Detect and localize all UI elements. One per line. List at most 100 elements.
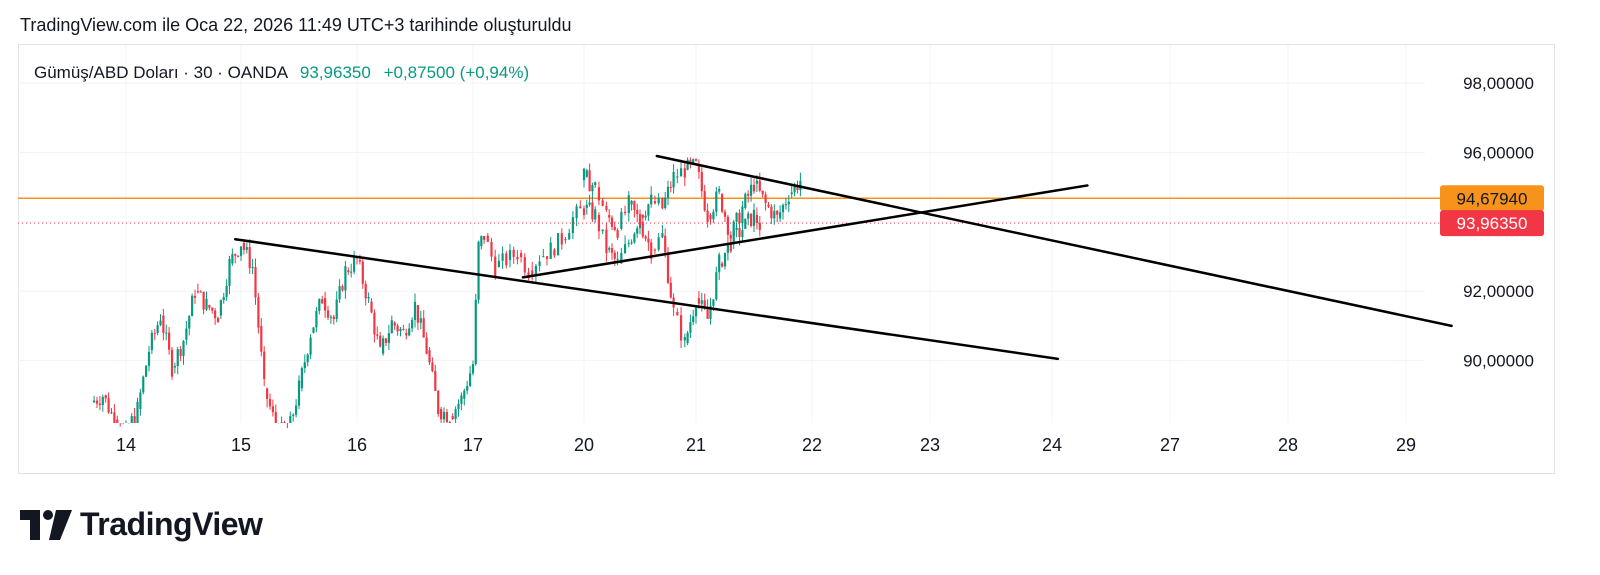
candle-body — [367, 296, 370, 299]
candle-body — [405, 332, 408, 336]
x-tick-label: 16 — [347, 435, 367, 455]
candle-body — [553, 249, 556, 256]
candle-body — [440, 409, 443, 420]
candle-body — [718, 254, 721, 273]
candle-body — [303, 362, 306, 369]
candle-body — [744, 193, 747, 208]
x-tick-label: 29 — [1396, 435, 1416, 455]
candle-body — [95, 400, 99, 404]
candle-body — [664, 197, 667, 208]
candle-body — [156, 325, 159, 333]
candle-body — [384, 338, 388, 343]
candle-body — [185, 328, 188, 340]
candle-body — [483, 236, 486, 240]
candle-body — [300, 368, 303, 389]
candle-body — [735, 227, 738, 231]
symbol-name[interactable]: Gümüş/ABD Doları · 30 · OANDA — [34, 63, 288, 82]
candle-body — [732, 230, 735, 243]
candle-body — [104, 395, 107, 399]
trendline-1 — [234, 237, 1060, 361]
candle-body — [326, 310, 330, 318]
candle-body — [633, 233, 636, 243]
candle-body — [373, 312, 376, 335]
candle-body — [697, 166, 700, 172]
x-tick-label: 17 — [463, 435, 483, 455]
candle-body — [758, 222, 761, 230]
candle-body — [248, 247, 251, 269]
candle-body — [150, 332, 153, 351]
candle-body — [767, 204, 770, 207]
candle-body — [312, 327, 315, 333]
candle-body — [254, 266, 257, 298]
candle-body — [422, 318, 425, 338]
candle-body — [610, 248, 614, 253]
candle-body — [781, 204, 785, 213]
candle-body — [315, 310, 318, 328]
candle-body — [601, 229, 604, 232]
candle-body — [130, 416, 133, 423]
candle-body — [641, 221, 644, 237]
candle-body — [653, 201, 657, 204]
candle-body — [650, 194, 653, 205]
candle-body — [650, 242, 653, 259]
candle-body — [370, 301, 373, 313]
candle-body — [283, 422, 286, 423]
candle-body — [545, 256, 549, 259]
candle-body — [139, 392, 142, 410]
candle-body — [153, 332, 156, 334]
last-price-text: 93,96350 — [299, 63, 371, 82]
candle-body — [703, 300, 706, 308]
candle-body — [752, 184, 756, 192]
candle-body — [110, 412, 113, 414]
candle-body — [633, 200, 636, 210]
candle-body — [98, 403, 101, 406]
candle-body — [747, 193, 750, 196]
candle-body — [636, 228, 639, 234]
candle-body — [466, 386, 469, 391]
candle-body — [93, 400, 96, 403]
candle-body — [715, 272, 718, 300]
candle-body — [799, 180, 802, 190]
y-tick-label: 92,00000 — [1463, 282, 1534, 301]
candle-body — [591, 202, 594, 220]
x-tick-label: 22 — [802, 435, 822, 455]
candle-body — [358, 260, 361, 262]
candle-body — [689, 322, 692, 333]
candle-body — [709, 214, 712, 220]
candle-body — [179, 349, 182, 357]
candle-body — [228, 258, 231, 286]
candle-body — [437, 390, 440, 414]
candle-body — [445, 411, 448, 423]
candle-body — [588, 170, 591, 192]
symbol-legend: Gümüş/ABD Doları · 30 · OANDA 93,96350 +… — [34, 63, 529, 83]
candle-body — [636, 209, 639, 215]
candle-body — [683, 337, 686, 341]
x-tick-label: 21 — [686, 435, 706, 455]
candle-body — [216, 318, 220, 323]
candle-body — [416, 305, 419, 323]
candle-body — [486, 235, 489, 242]
candle-body — [787, 201, 790, 205]
candle-body — [182, 340, 185, 357]
trendline-3 — [655, 154, 1453, 328]
candle-body — [448, 422, 451, 423]
candle-body — [644, 236, 647, 239]
candle-body — [644, 215, 647, 218]
candle-body — [257, 297, 260, 328]
candle-body — [664, 235, 667, 253]
candle-body — [266, 388, 269, 399]
candle-body — [779, 212, 782, 219]
candle-body — [379, 335, 382, 347]
candle-body — [542, 256, 545, 258]
candle-body — [219, 300, 222, 316]
candle-body — [321, 299, 324, 304]
x-tick-label: 14 — [116, 435, 136, 455]
candle-body — [726, 244, 729, 253]
candle-body — [176, 349, 179, 367]
candle-body — [520, 253, 523, 258]
candle-body — [457, 403, 460, 410]
candle-body — [773, 210, 776, 219]
brand-logo[interactable]: TradingView — [20, 506, 263, 543]
candle-body — [616, 258, 619, 260]
